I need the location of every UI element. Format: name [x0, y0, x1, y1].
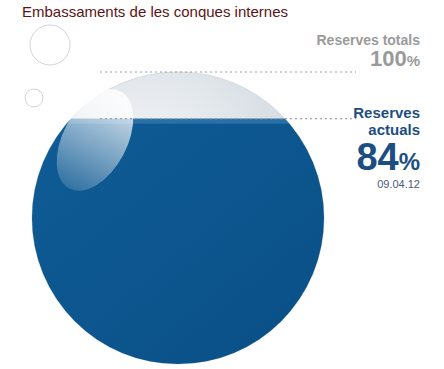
- value-label: 100%: [370, 46, 420, 71]
- highlight: [41, 76, 149, 203]
- title: Embassaments de les conques internes: [22, 3, 288, 20]
- level-line: [100, 118, 356, 119]
- level-line: [100, 71, 356, 72]
- chart-root: Embassaments de les conques internes Rese…: [0, 0, 444, 369]
- tank: [32, 72, 324, 364]
- category-label: Reservesactuals: [353, 104, 420, 138]
- date-annotation: 09.04.12: [377, 178, 420, 190]
- chart-svg: Embassaments de les conques internes Rese…: [0, 0, 444, 369]
- bubble: [30, 25, 70, 65]
- value-label: 84%: [356, 136, 420, 178]
- bubble: [25, 89, 43, 107]
